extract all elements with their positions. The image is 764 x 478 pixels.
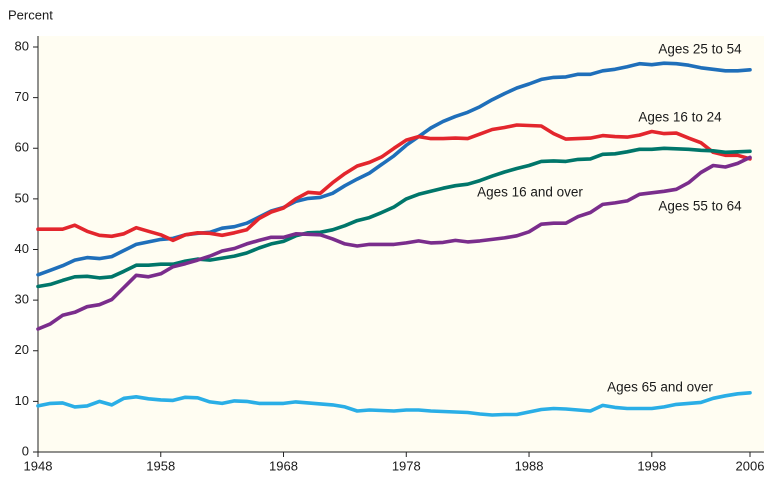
x-tick-label: 1998 (637, 458, 666, 473)
series-line (36, 155, 752, 331)
y-tick-label: 70 (15, 89, 29, 104)
y-axis-label: Percent (8, 7, 53, 22)
y-tick-label: 80 (15, 38, 29, 53)
series-line (36, 391, 752, 417)
y-tick-label: 40 (15, 241, 29, 256)
y-tick-label: 30 (15, 292, 29, 307)
series-label: Ages 16 to 24 (638, 110, 722, 125)
y-tick-label: 50 (15, 190, 29, 205)
x-tick-label: 2006 (736, 458, 764, 473)
x-tick-label: 1968 (269, 458, 298, 473)
x-tick-label: 1948 (24, 458, 53, 473)
series-label: Ages 25 to 54 (658, 42, 742, 57)
x-tick-label: 1978 (392, 458, 421, 473)
y-tick-label: 10 (15, 393, 29, 408)
x-tick-label: 1958 (146, 458, 175, 473)
y-tick-label: 60 (15, 140, 29, 155)
y-tick-label: 20 (15, 342, 29, 357)
series-line (36, 61, 752, 277)
series-label: Ages 55 to 64 (658, 199, 742, 214)
series-line (36, 123, 752, 243)
series-label: Ages 16 and over (477, 185, 583, 200)
y-tick-label: 0 (22, 443, 29, 458)
series-line (36, 146, 752, 289)
x-tick-label: 1988 (515, 458, 544, 473)
series-label: Ages 65 and over (607, 380, 713, 395)
